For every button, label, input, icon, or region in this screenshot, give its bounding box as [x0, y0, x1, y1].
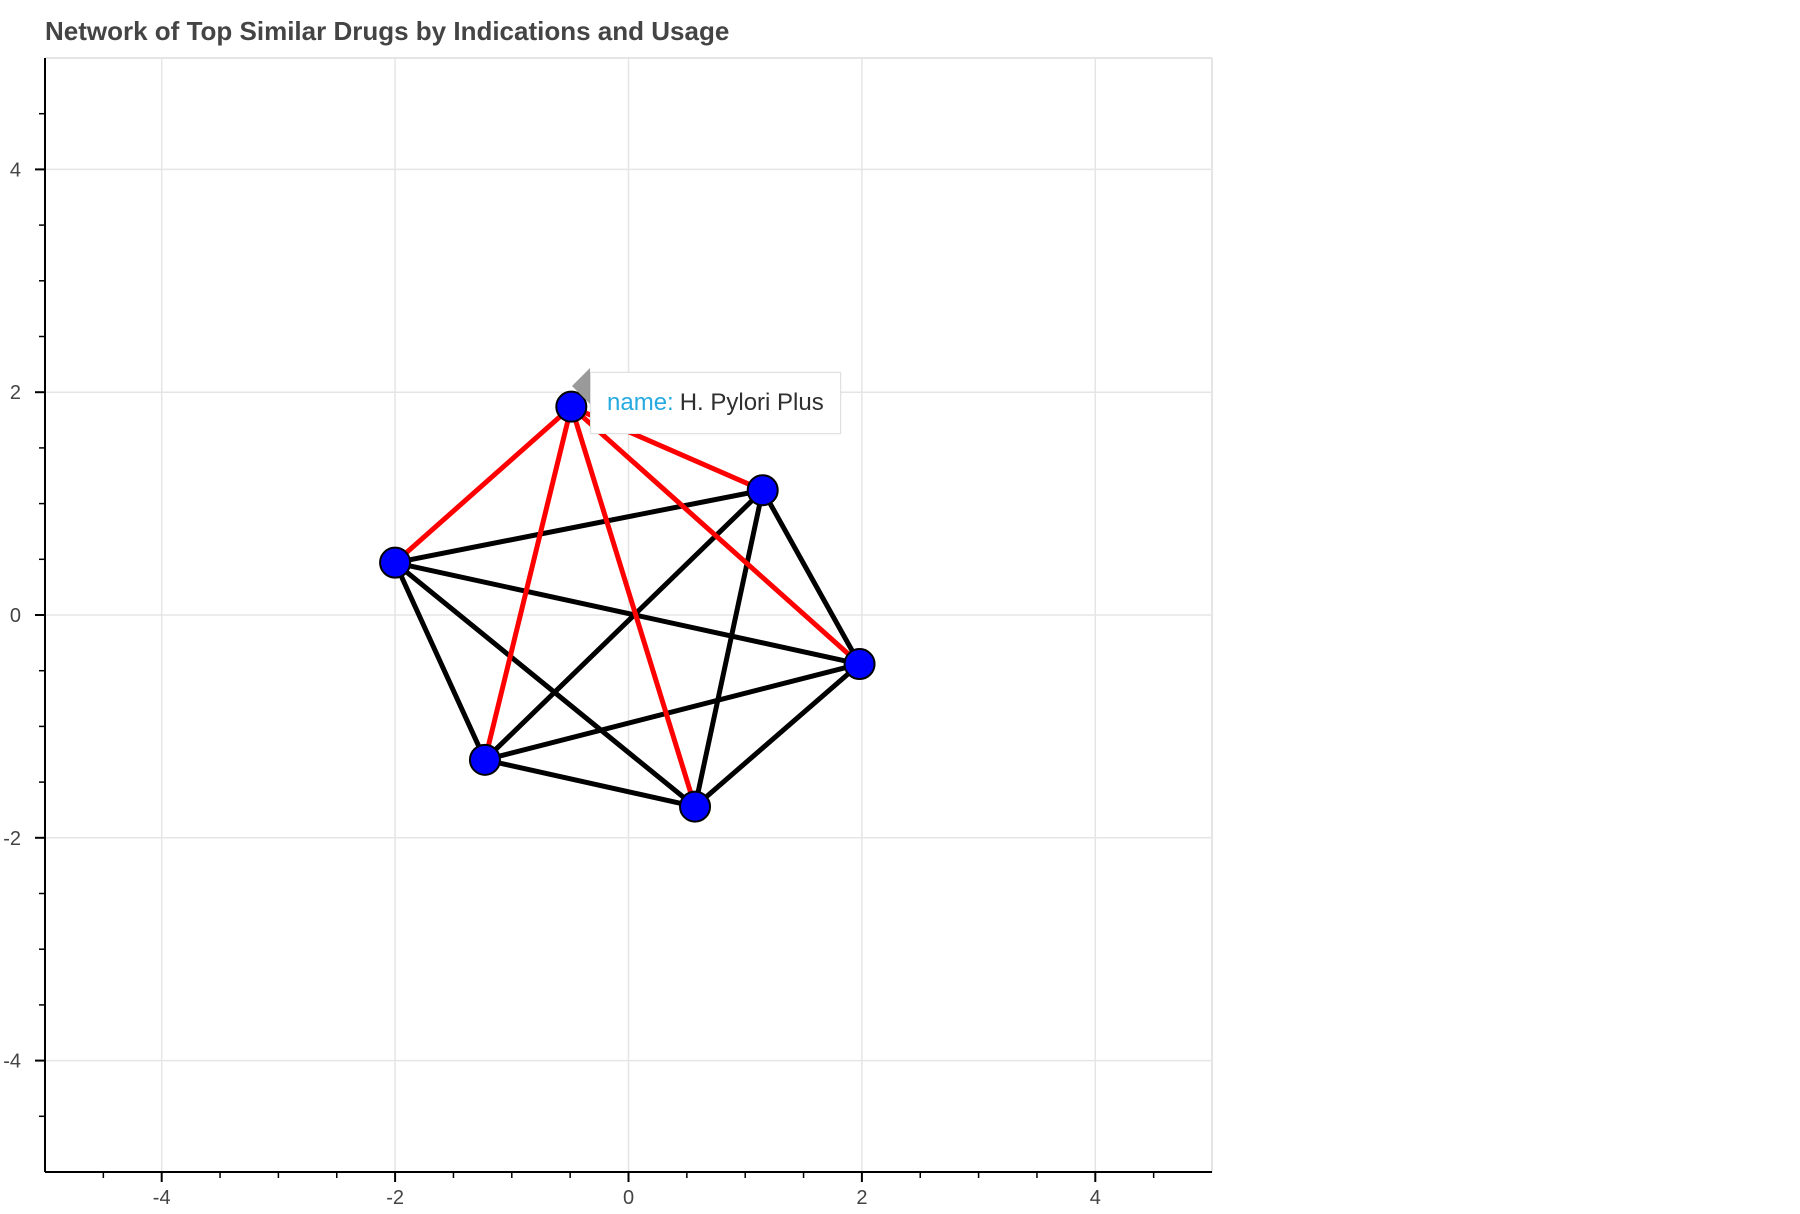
edge-highlighted	[568, 404, 698, 810]
network-node	[468, 743, 501, 776]
y-tick-label: 0	[10, 605, 21, 627]
edge	[482, 487, 766, 763]
x-tick-label: -4	[153, 1187, 171, 1209]
edge	[760, 487, 863, 667]
network-node	[379, 546, 412, 579]
x-tick-label: -2	[386, 1187, 404, 1209]
network-edges	[392, 404, 863, 810]
x-tick-label: 0	[623, 1187, 634, 1209]
x-tick-label: 2	[856, 1187, 867, 1209]
edge	[692, 661, 863, 810]
axes: -4 -2 0 2 4 -4 -2 0 2 4	[3, 58, 1212, 1209]
edge-highlighted	[482, 404, 574, 763]
chart-title: Network of Top Similar Drugs by Indicati…	[45, 16, 730, 46]
edge	[392, 487, 766, 566]
edge	[482, 757, 698, 810]
y-tick-label: -2	[3, 828, 21, 850]
network-node	[843, 648, 876, 681]
y-tick-label: -4	[3, 1051, 21, 1073]
edge	[392, 560, 698, 810]
edge	[392, 560, 863, 667]
edge-highlighted	[392, 404, 574, 566]
edge	[392, 560, 488, 763]
network-node	[679, 790, 712, 823]
y-tick-label: 4	[10, 159, 21, 181]
y-tick-label: 2	[10, 382, 21, 404]
edge	[482, 661, 863, 763]
hover-tooltip: name: H. Pylori Plus	[590, 372, 841, 434]
tooltip-value: H. Pylori Plus	[679, 389, 824, 416]
network-node	[746, 474, 779, 507]
edge	[692, 487, 766, 810]
edge-highlighted	[568, 404, 863, 667]
x-tick-label: 4	[1090, 1187, 1101, 1209]
tooltip-key: name:	[607, 389, 674, 416]
tooltip-arrow-icon	[572, 368, 590, 404]
